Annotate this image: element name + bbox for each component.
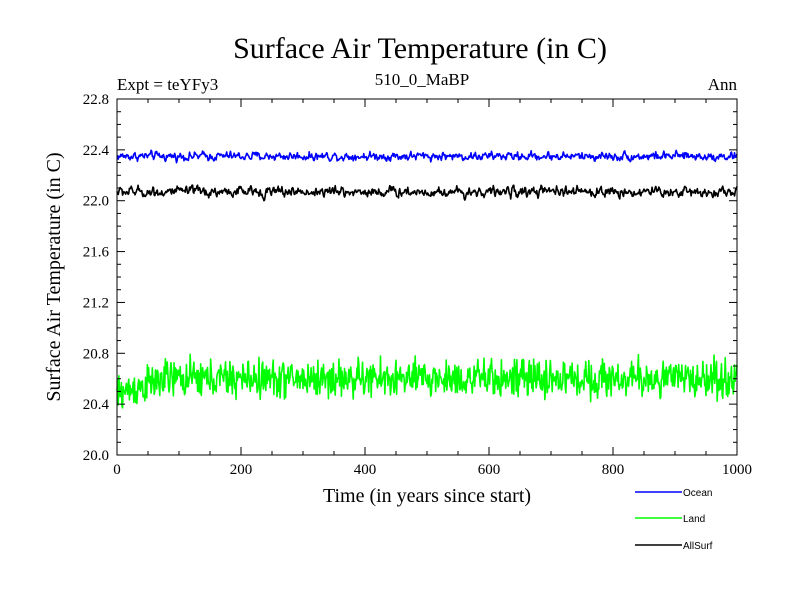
- chart-title: Surface Air Temperature (in C): [233, 32, 607, 65]
- plot-frame: [116, 98, 738, 456]
- y-tick-label: 22.0: [83, 194, 109, 210]
- y-tick-label: 22.4: [83, 143, 110, 159]
- y-tick-label: 21.6: [83, 245, 110, 261]
- x-axis-label: Time (in years since start): [323, 485, 531, 507]
- legend: Ocean Land AllSurf: [635, 488, 713, 552]
- tick-layer: 0 200 400 600 800 1000 20.0 20.4 20.8 21.2 21.6 22.…: [83, 92, 752, 478]
- series-line-land: [116, 353, 738, 409]
- x-tick-label: 200: [230, 462, 253, 478]
- x-tick-label: 600: [478, 462, 501, 478]
- season-label: Ann: [708, 75, 738, 94]
- y-tick-label: 21.2: [83, 295, 109, 311]
- y-tick-label: 20.4: [83, 397, 110, 413]
- legend-label-allsurf: AllSurf: [683, 541, 713, 552]
- series-line-ocean: [116, 149, 738, 164]
- y-tick-label: 22.8: [83, 92, 109, 108]
- x-tick-label: 800: [602, 462, 625, 478]
- experiment-label: Expt = teYFy3: [117, 75, 218, 94]
- period-label: 510_0_MaBP: [375, 70, 469, 89]
- x-tick-label: 400: [354, 462, 377, 478]
- x-tick-label: 1000: [722, 462, 752, 478]
- legend-label-land: Land: [683, 514, 705, 525]
- x-tick-label: 0: [113, 462, 121, 478]
- y-tick-label: 20.8: [83, 346, 109, 362]
- series-line-allsurf: [116, 184, 738, 202]
- y-tick-label: 20.0: [83, 448, 109, 464]
- legend-label-ocean: Ocean: [683, 488, 712, 499]
- y-axis-label: Surface Air Temperature (in C): [43, 152, 65, 401]
- series-layer: [116, 149, 738, 409]
